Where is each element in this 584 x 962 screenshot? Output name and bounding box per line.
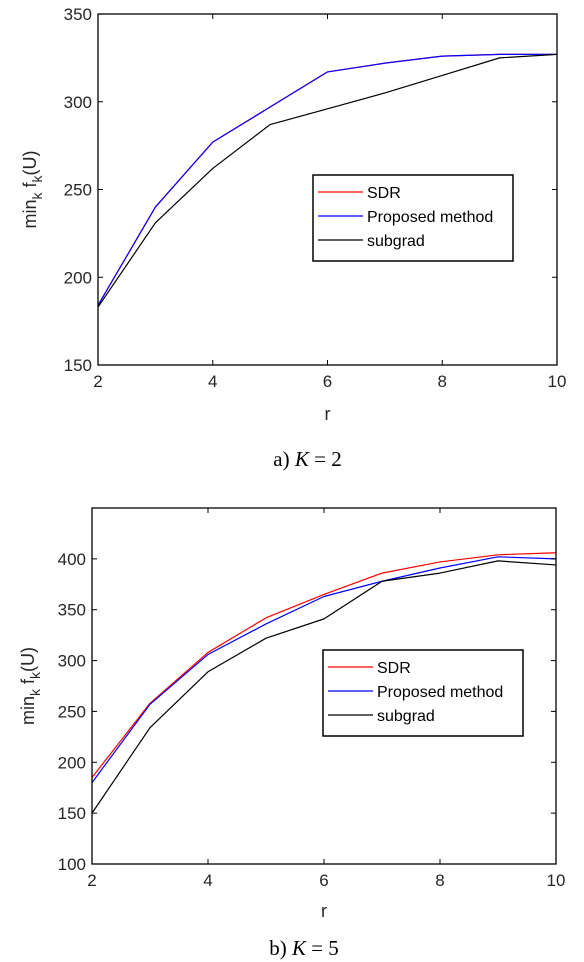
x-tick-label: 10	[547, 871, 566, 890]
chart-bottom-k5: 2 4 6 8 10 100 150 200 250 300 350 400 r mink fk(U) SD…	[18, 507, 566, 960]
legend-entry-label: Proposed method	[377, 684, 503, 701]
y-tick-label: 200	[58, 753, 86, 772]
y-tick-label: 300	[64, 93, 92, 112]
series-line-proposed-method	[91, 556, 557, 783]
x-tick-label: 2	[87, 871, 96, 890]
y-tick-label: 350	[64, 5, 92, 24]
x-axis-label: r	[325, 404, 331, 424]
legend-entry-label: SDR	[377, 660, 411, 677]
y-tick-label: 200	[64, 268, 92, 287]
legend-entry-label: SDR	[367, 185, 401, 202]
series-line-subgrad	[97, 53, 558, 308]
x-tick-label: 6	[323, 372, 332, 391]
legend-entry-label: Proposed method	[367, 209, 493, 226]
legend-box	[322, 649, 524, 737]
y-tick-label: 150	[58, 804, 86, 823]
y-axis-label: mink fk(U)	[20, 150, 45, 228]
y-axis-label: mink fk(U)	[18, 647, 43, 725]
y-tick-label: 250	[58, 702, 86, 721]
x-tick-label: 4	[203, 871, 212, 890]
y-tick-label: 350	[58, 601, 86, 620]
x-axis-label: r	[321, 901, 327, 921]
y-tick-label: 400	[58, 550, 86, 569]
chart-top-k2: 2 4 6 8 10 150 200 250 300 350 r mink fk(U) SDR Propo…	[20, 5, 566, 471]
legend: SDR Proposed method subgrad	[322, 649, 524, 737]
x-tick-label: 6	[319, 871, 328, 890]
series-line-proposed-method	[97, 53, 557, 306]
y-tick-label: 250	[64, 181, 92, 200]
legend-entry-label: subgrad	[367, 233, 425, 250]
series-line-subgrad	[91, 560, 557, 814]
x-tick-label: 8	[435, 871, 444, 890]
legend: SDR Proposed method subgrad	[312, 174, 514, 262]
x-tick-label: 8	[438, 372, 447, 391]
chart-caption: a) K = 2	[273, 447, 341, 471]
y-tick-label: 150	[64, 356, 92, 375]
y-tick-label: 300	[58, 652, 86, 671]
legend-entry-label: subgrad	[377, 708, 435, 725]
y-tick-label: 100	[58, 855, 86, 874]
chart-caption: b) K = 5	[269, 936, 339, 960]
legend-box	[312, 174, 514, 262]
series-line-sdr	[91, 552, 557, 778]
x-tick-label: 10	[548, 372, 567, 391]
x-tick-label: 4	[208, 372, 217, 391]
x-tick-label: 2	[93, 372, 102, 391]
